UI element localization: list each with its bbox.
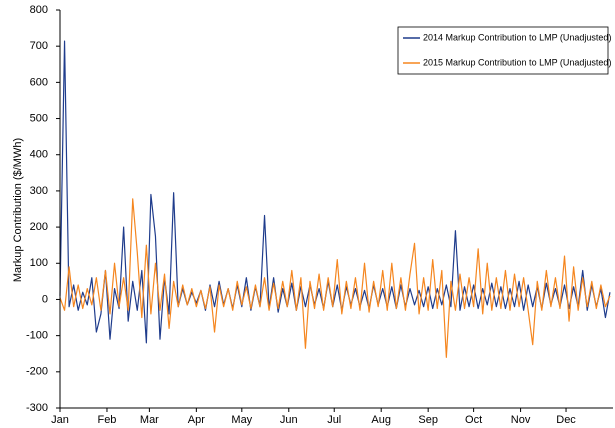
x-tick-label: May bbox=[231, 414, 252, 426]
series-line bbox=[59, 40, 611, 344]
y-tick-label: 700 bbox=[30, 40, 48, 52]
x-tick-label: Jun bbox=[280, 414, 298, 426]
x-tick-label: Jul bbox=[327, 414, 341, 426]
y-tick-label: 800 bbox=[30, 4, 48, 16]
x-tick-label: Feb bbox=[97, 414, 116, 426]
y-tick-label: -300 bbox=[26, 402, 48, 414]
y-tick-label: 400 bbox=[30, 149, 48, 161]
y-tick-label: 200 bbox=[30, 221, 48, 233]
x-tick-label: Mar bbox=[140, 414, 159, 426]
x-tick-label: Nov bbox=[511, 414, 531, 426]
y-tick-label: 100 bbox=[30, 257, 48, 269]
y-tick-label: 300 bbox=[30, 185, 48, 197]
y-tick-label: 500 bbox=[30, 112, 48, 124]
x-tick-label: Apr bbox=[188, 414, 205, 426]
legend-box bbox=[397, 26, 609, 75]
y-tick-label: 600 bbox=[30, 76, 48, 88]
series-line bbox=[59, 198, 611, 358]
y-tick-label: -200 bbox=[26, 366, 48, 378]
x-tick-label: Aug bbox=[371, 414, 391, 426]
y-axis-label: Markup Contribution ($/MWh) bbox=[12, 138, 24, 282]
y-tick-label: 0 bbox=[42, 293, 48, 305]
x-tick-label: Oct bbox=[465, 414, 482, 426]
y-tick-label: -100 bbox=[26, 330, 48, 342]
x-tick-label: Sep bbox=[418, 414, 438, 426]
x-tick-label: Dec bbox=[556, 414, 576, 426]
legend-label: 2014 Markup Contribution to LMP (Unadjus… bbox=[423, 32, 611, 42]
x-tick-label: Jan bbox=[51, 414, 69, 426]
legend-label: 2015 Markup Contribution to LMP (Unadjus… bbox=[423, 57, 611, 67]
